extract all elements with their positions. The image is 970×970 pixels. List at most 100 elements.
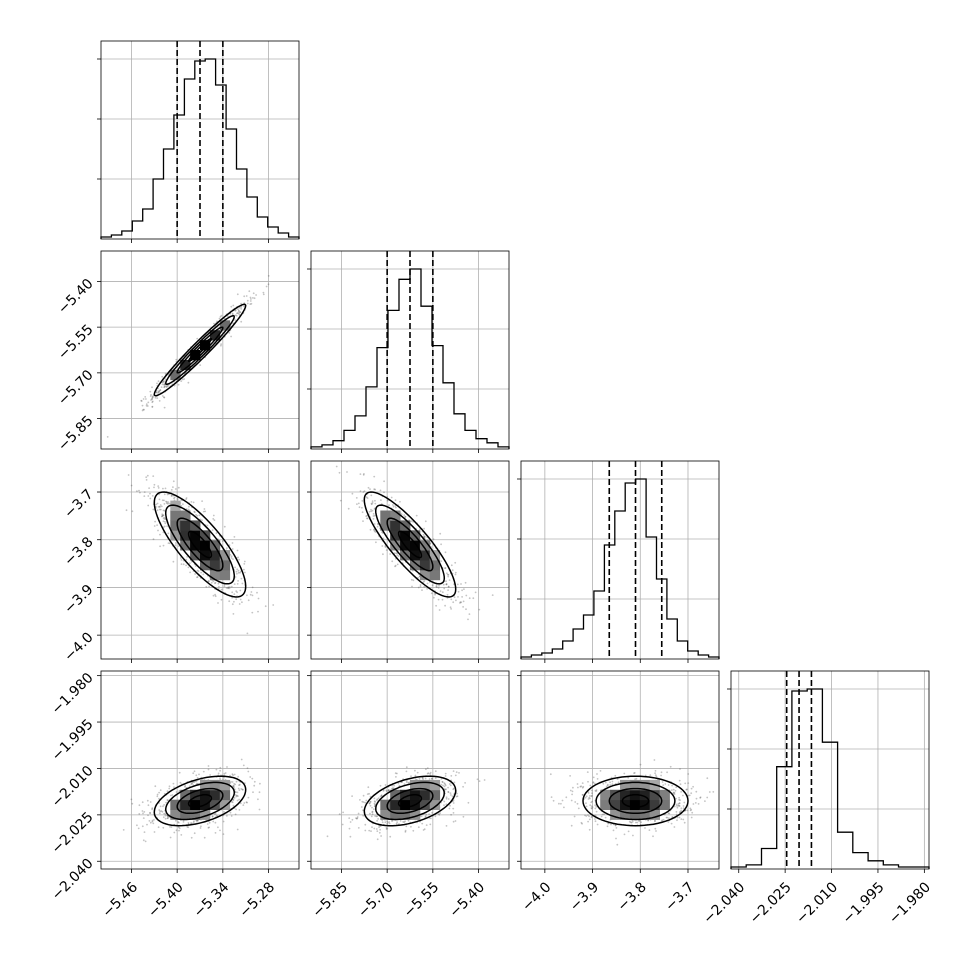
scatter-point xyxy=(371,509,374,512)
scatter-point xyxy=(193,832,196,835)
scatter-point xyxy=(638,820,641,822)
scatter-point xyxy=(351,492,354,495)
scatter-point xyxy=(384,545,387,547)
scatter-point xyxy=(682,818,685,821)
scatter-point xyxy=(249,776,252,778)
scatter-point xyxy=(615,827,618,829)
scatter-point xyxy=(445,788,447,791)
scatter-point xyxy=(586,771,589,773)
histogram-panel-2 xyxy=(517,460,720,660)
scatter-point xyxy=(580,785,583,788)
scatter-point xyxy=(166,817,169,820)
scatter-point xyxy=(161,514,164,517)
scatter-point xyxy=(141,810,144,812)
scatter-point xyxy=(162,487,164,490)
scatter-point xyxy=(629,821,632,824)
density-cell xyxy=(639,789,651,801)
scatter-point xyxy=(406,779,408,782)
scatter-point xyxy=(164,378,167,380)
scatter-point xyxy=(160,386,163,388)
scatter-point xyxy=(421,589,423,591)
scatter-point xyxy=(635,821,637,824)
scatter-point xyxy=(592,782,594,784)
scatter-point xyxy=(349,835,352,838)
scatter-point xyxy=(150,394,152,396)
scatter-point xyxy=(182,503,184,505)
scatter-point xyxy=(420,815,423,818)
scatter-point xyxy=(214,593,217,596)
scatter-point xyxy=(159,545,162,548)
scatter-point xyxy=(600,815,603,818)
contours xyxy=(153,303,247,397)
scatter-point xyxy=(362,794,365,797)
scatter-point xyxy=(673,805,676,808)
scatter-point xyxy=(163,503,166,505)
scatter-point xyxy=(348,817,351,819)
scatter-point xyxy=(439,812,441,814)
scatter-point xyxy=(401,781,404,783)
scatter-point xyxy=(136,490,138,492)
panel-content xyxy=(101,251,299,449)
scatter-point xyxy=(195,819,198,822)
scatter-point xyxy=(246,767,249,769)
scatter-point xyxy=(245,801,248,803)
scatter-point xyxy=(381,545,384,547)
density-cells xyxy=(170,320,231,381)
scatter-point xyxy=(369,800,372,803)
density-cell xyxy=(219,320,231,331)
scatter-point xyxy=(386,823,389,825)
scatter-point xyxy=(369,488,371,490)
scatter-point xyxy=(173,384,176,387)
scatter-point xyxy=(222,833,225,835)
scatter-point xyxy=(230,557,233,559)
scatter-point xyxy=(670,822,673,825)
scatter-point xyxy=(445,583,448,585)
scatter-point xyxy=(234,314,237,317)
scatter-point xyxy=(155,391,158,394)
scatter-point xyxy=(450,794,452,796)
scatter-point xyxy=(256,591,258,594)
density-cell xyxy=(209,550,221,561)
scatter-point xyxy=(449,784,452,787)
scatter-point xyxy=(166,799,169,801)
scatter-point xyxy=(199,364,202,366)
scatter-point xyxy=(591,792,593,795)
scatter-point xyxy=(365,515,368,518)
scatter-point xyxy=(230,781,232,783)
scatter-point xyxy=(476,778,479,781)
scatter-point xyxy=(371,811,374,813)
scatter-point xyxy=(368,792,370,795)
density-cell xyxy=(400,809,411,820)
scatter-point xyxy=(235,780,238,783)
scatter-point xyxy=(386,499,389,502)
scatter-point xyxy=(362,520,364,522)
scatter-point xyxy=(445,803,448,806)
scatter-point xyxy=(444,551,447,554)
scatter-point xyxy=(675,797,677,800)
scatter-point xyxy=(168,542,171,545)
scatter-point xyxy=(450,775,453,777)
scatter-point xyxy=(412,579,415,582)
scatter-point xyxy=(156,509,159,512)
scatter-point xyxy=(452,807,455,810)
scatter-point xyxy=(174,544,177,546)
contour-line xyxy=(386,787,434,815)
scatter-point xyxy=(587,798,590,800)
density-panel-3-0 xyxy=(100,670,300,870)
scatter-point xyxy=(231,596,234,599)
scatter-point xyxy=(647,819,649,822)
scatter-point xyxy=(251,586,254,589)
scatter-point xyxy=(238,798,241,801)
scatter-point xyxy=(236,312,239,314)
scatter-point xyxy=(594,804,597,807)
scatter-point xyxy=(668,817,670,820)
y-tick-label: −3.7 xyxy=(61,486,96,521)
scatter-point xyxy=(669,765,672,768)
contour-line xyxy=(363,491,457,598)
scatter-point xyxy=(220,344,222,347)
scatter-point xyxy=(379,489,382,492)
x-tick-label: −3.7 xyxy=(662,879,697,914)
scatter-point xyxy=(444,567,446,570)
density-cell xyxy=(380,799,391,810)
scatter-point xyxy=(250,591,253,593)
